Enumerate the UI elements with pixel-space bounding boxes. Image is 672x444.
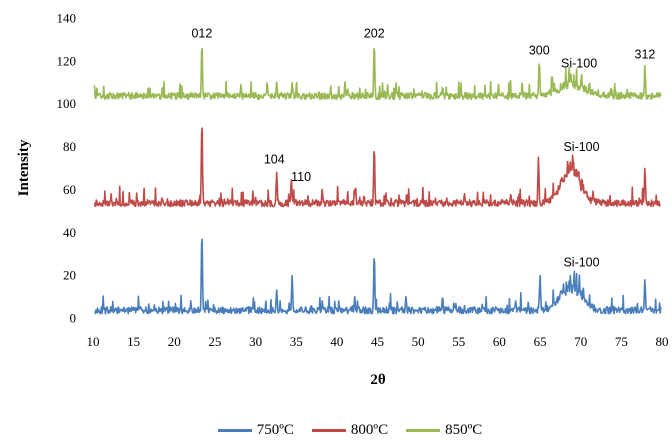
annotation-layer: 012 202 300 Si-100 312 104 110 Si-100 Si-100 <box>191 26 655 269</box>
legend-item: 850ºC <box>406 422 482 439</box>
legend-item: 750ºC <box>217 421 294 439</box>
x-tick-label: 55 <box>452 334 465 349</box>
x-tick-label: 40 <box>330 334 343 349</box>
y-tick-label: 0 <box>70 311 77 326</box>
y-tick-label: 60 <box>63 182 76 197</box>
x-tick-label: 45 <box>371 334 384 349</box>
peak-annotation: 110 <box>291 170 311 184</box>
x-tick-label: 75 <box>615 334 628 349</box>
x-tick-label: 15 <box>127 334 140 349</box>
x-tick-label: 25 <box>208 334 221 349</box>
tick-layer: 10 15 20 25 30 35 40 45 50 55 60 65 70 75 80 0 20 40 60 80 1… <box>57 11 669 350</box>
series-line-750 <box>94 238 662 315</box>
legend-label: 750ºC <box>256 421 294 438</box>
legend-swatch <box>311 428 346 432</box>
x-axis-title: 2θ <box>370 372 386 388</box>
y-tick-label: 100 <box>57 96 77 111</box>
peak-annotation: 202 <box>364 26 385 40</box>
x-tick-label: 60 <box>493 334 506 349</box>
x-tick-label: 20 <box>168 334 181 349</box>
legend: 750ºC 800ºC 850ºC <box>150 419 550 441</box>
x-tick-label: 10 <box>87 334 100 349</box>
series-line-850 <box>93 47 662 101</box>
x-tick-label: 80 <box>656 334 669 349</box>
series-layer <box>93 47 662 315</box>
legend-item: 800ºC <box>311 421 389 439</box>
x-tick-label: 30 <box>249 334 262 349</box>
legend-label: 850ºC <box>445 421 483 438</box>
x-tick-label: 70 <box>574 334 587 349</box>
x-tick-label: 35 <box>290 334 303 349</box>
legend-swatch <box>406 428 441 432</box>
legend-swatch <box>217 428 252 432</box>
legend-label: 800ºC <box>350 421 389 438</box>
peak-annotation: Si-100 <box>563 256 599 270</box>
y-tick-label: 20 <box>63 268 76 283</box>
y-tick-label: 80 <box>63 139 76 154</box>
y-tick-label: 120 <box>57 53 77 68</box>
x-tick-label: 65 <box>534 334 547 349</box>
peak-annotation: Si-100 <box>563 140 599 154</box>
peak-annotation: Si-100 <box>561 56 597 70</box>
peak-annotation: 300 <box>529 43 550 57</box>
peak-annotation: 104 <box>264 153 285 167</box>
peak-annotation: 012 <box>191 26 212 40</box>
peak-annotation: 312 <box>635 48 656 62</box>
y-tick-label: 140 <box>57 11 77 26</box>
x-tick-label: 50 <box>412 334 425 349</box>
series-line-800 <box>93 127 662 208</box>
y-axis-title: Intensity <box>16 139 32 196</box>
y-tick-label: 40 <box>63 225 76 240</box>
